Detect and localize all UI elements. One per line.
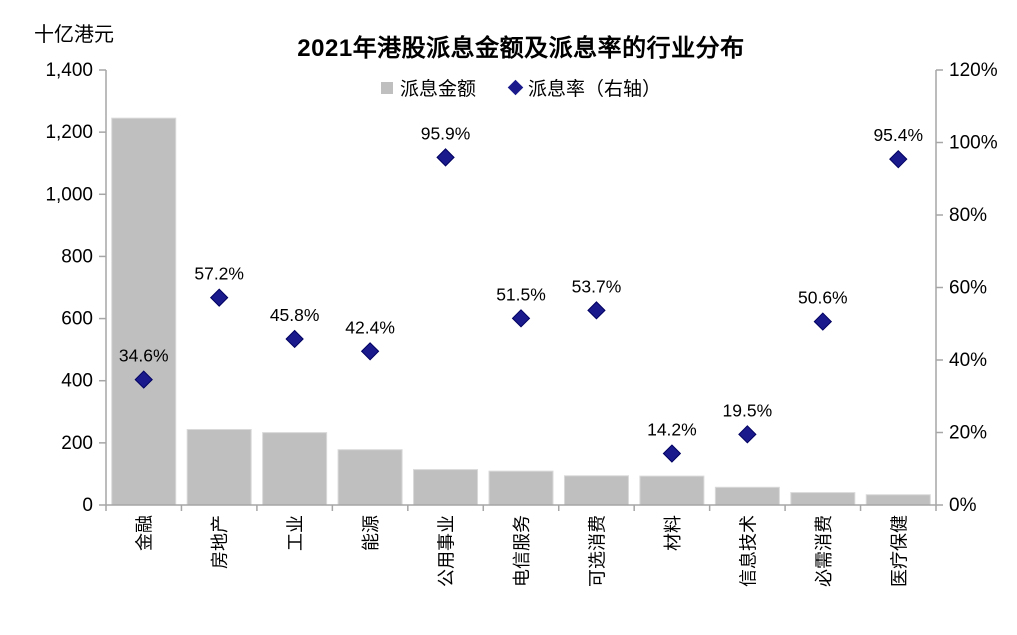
diamond-marker-4 [436,148,455,167]
legend-label-dividend-rate: 派息率（右轴） [528,79,662,100]
left-tick-label: 1,200 [45,122,93,143]
data-label-9: 50.6% [798,288,848,308]
data-label-4: 95.9% [421,123,471,143]
bar-0 [111,117,177,506]
category-label-8: 信息技术 [738,515,758,587]
chart-legend: 派息金额 派息率（右轴） [106,74,936,101]
diamond-marker-3 [360,342,380,361]
left-tick-label: 400 [61,371,93,392]
left-tick-label: 1,400 [45,60,93,81]
right-tick-label: 40% [949,350,987,371]
left-tick-label: 600 [61,309,93,330]
diamond-marker-7 [662,444,682,463]
category-label-9: 必需消费 [814,515,834,587]
data-label-6: 53.7% [572,276,622,296]
data-label-1: 57.2% [194,264,244,284]
diamond-marker-1 [209,288,229,307]
diamond-marker-2 [285,329,304,349]
data-label-5: 51.5% [496,284,546,304]
data-label-2: 45.8% [270,305,320,325]
bar-3 [337,449,403,506]
diamond-marker-6 [587,301,606,320]
data-label-8: 19.5% [723,400,773,420]
right-tick-label: 60% [949,278,987,299]
category-label-1: 房地产 [210,515,230,569]
left-tick-label: 0 [82,495,93,516]
diamond-marker-5 [511,309,531,328]
left-tick-label: 1,000 [45,184,93,205]
legend-item-dividend-amount: 派息金额 [380,74,476,101]
right-tick-label: 120% [949,60,998,81]
data-label-0: 34.6% [119,346,169,366]
bar-swatch-icon [380,81,393,94]
category-label-3: 能源 [361,515,381,551]
legend-item-dividend-rate: 派息率（右轴） [507,74,662,101]
bar-4 [413,469,479,506]
diamond-marker-8 [738,425,757,444]
bar-8 [714,486,780,506]
legend-label-dividend-amount: 派息金额 [399,79,476,100]
left-tick-label: 800 [61,246,93,267]
diamond-marker-9 [813,312,833,331]
bar-2 [262,432,328,506]
right-tick-label: 0% [949,495,977,516]
category-label-0: 金融 [135,515,155,551]
category-label-5: 电信服务 [512,515,532,587]
diamond-marker-10 [889,149,908,169]
category-label-6: 可选消费 [587,515,607,587]
bar-1 [186,428,252,506]
diamond-marker-0 [134,370,153,389]
right-tick-label: 20% [949,423,987,444]
bar-6 [563,475,629,506]
bar-7 [639,475,705,506]
chart-title: 2021年港股派息金额及派息率的行业分布 [297,35,745,62]
category-label-2: 工业 [286,515,306,551]
data-label-10: 95.4% [873,125,923,145]
bar-5 [488,470,554,506]
bar-9 [790,492,856,506]
data-label-3: 42.4% [345,317,395,337]
right-tick-label: 100% [949,133,998,154]
category-label-7: 材料 [663,515,683,551]
left-axis-unit-label: 十亿港元 [34,24,114,46]
bar-10 [865,494,931,506]
data-label-7: 14.2% [647,420,697,440]
category-label-4: 公用事业 [437,515,457,587]
category-label-10: 医疗保健 [889,515,909,587]
left-tick-label: 200 [61,433,93,454]
right-tick-label: 80% [949,205,987,226]
